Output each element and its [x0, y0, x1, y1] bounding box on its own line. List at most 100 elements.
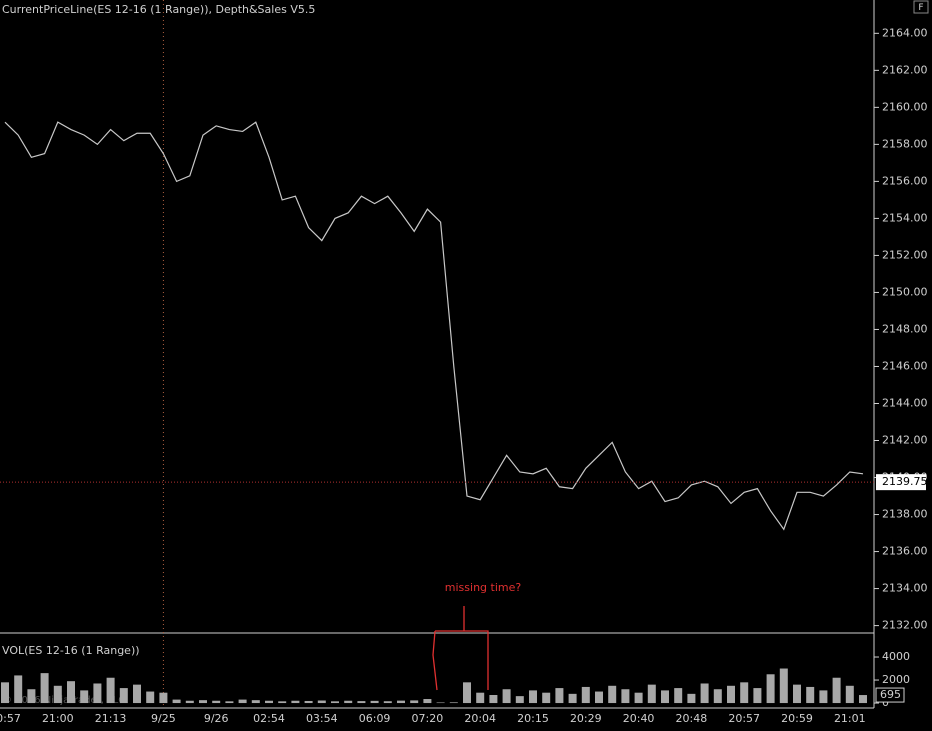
volume-bar [806, 686, 815, 704]
volume-bar [859, 695, 867, 704]
volume-bar [581, 686, 590, 704]
y-tick-label: 2158.00 [882, 137, 928, 150]
volume-bar [265, 700, 273, 704]
volume-bar [53, 685, 62, 704]
y-tick-label: 2164.00 [882, 26, 928, 39]
volume-bar [793, 684, 801, 704]
x-tick-label: 20:59 [781, 712, 813, 725]
volume-bar [727, 685, 735, 704]
volume-bar [819, 690, 828, 704]
chart-title: CurrentPriceLine(ES 12-16 (1 Range)), De… [2, 3, 315, 16]
volume-bar [608, 685, 617, 704]
x-tick-label: 03:54 [306, 712, 338, 725]
volume-bar [1, 682, 9, 704]
volume-bar [661, 690, 669, 704]
volume-bar [119, 688, 128, 704]
volume-bar [647, 684, 656, 704]
volume-bar [555, 688, 564, 704]
volume-bar [700, 683, 709, 704]
volume-bar [67, 681, 75, 704]
x-tick-label: 21:13 [95, 712, 127, 725]
volume-bar [291, 700, 300, 704]
volume-bar [133, 684, 141, 704]
x-tick-label: 21:01 [834, 712, 866, 725]
volume-bar [225, 701, 234, 704]
y-tick-label: 2146.00 [882, 359, 928, 372]
volume-bar [383, 701, 392, 704]
y-tick-label: 2154.00 [882, 211, 928, 224]
volume-bar [27, 689, 36, 704]
volume-bar [634, 692, 643, 704]
volume-bar [568, 693, 577, 704]
volume-bar [753, 688, 762, 704]
volume-bar [740, 682, 749, 704]
y-tick-label: 4000 [882, 650, 910, 663]
y-tick-label: 2148.00 [882, 322, 928, 335]
f-button-label[interactable]: F [918, 3, 923, 13]
volume-bar [476, 692, 485, 704]
last-volume-label: 695 [880, 688, 901, 701]
volume-bar [713, 689, 722, 704]
volume-bar [542, 692, 551, 704]
volume-bar [304, 700, 313, 704]
x-tick-label: 9/26 [204, 712, 229, 725]
copyright: © 2016 NinjaTrader, LLC [2, 695, 125, 706]
annotation-bracket [432, 606, 489, 691]
y-tick-label: 2156.00 [882, 174, 928, 187]
x-tick-label: 9/25 [151, 712, 176, 725]
volume-bar [146, 691, 155, 704]
volume-bar [106, 677, 115, 704]
y-tick-label: 2144.00 [882, 396, 928, 409]
y-tick-label: 2134.00 [882, 582, 928, 595]
y-tick-label: 2160.00 [882, 100, 928, 113]
volume-bar [436, 702, 445, 704]
price-line [4, 121, 864, 531]
y-tick-label: 2150.00 [882, 285, 928, 298]
x-tick-label: 02:54 [253, 712, 285, 725]
volume-bar [199, 700, 207, 704]
y-tick-label: 2152.00 [882, 248, 928, 261]
volume-bar [172, 699, 181, 704]
volume-bar [687, 693, 696, 704]
y-tick-label: 2136.00 [882, 545, 928, 558]
volume-title: VOL(ES 12-16 (1 Range)) [2, 644, 140, 657]
x-tick-label: 21:00 [42, 712, 74, 725]
x-tick-label: 07:20 [412, 712, 444, 725]
f-button[interactable] [913, 0, 929, 14]
volume-bar [159, 692, 168, 704]
y-tick-label: 2162.00 [882, 63, 928, 76]
volume-bar [238, 699, 247, 704]
volume-bar [370, 700, 379, 704]
x-tick-label: 20:48 [676, 712, 708, 725]
volume-bar [251, 700, 260, 704]
y-tick-label: 2138.00 [882, 508, 928, 521]
volume-bar [449, 702, 458, 704]
current-price-label: 2139.75 [882, 475, 928, 488]
x-tick-label: 06:09 [359, 712, 391, 725]
volume-bar [331, 701, 339, 704]
volume-bar [529, 690, 537, 704]
volume-bar [463, 682, 471, 704]
x-tick-label: 20:29 [570, 712, 602, 725]
y-tick-label: 2000 [882, 673, 910, 686]
volume-bar [515, 696, 524, 704]
x-tick-label: 20:04 [464, 712, 496, 725]
volume-bar [674, 688, 683, 704]
last-volume-box [875, 687, 905, 703]
volume-bar [423, 699, 432, 704]
volume-bar [845, 685, 854, 704]
volume-bar [410, 700, 419, 704]
x-tick-label: 20:57 [728, 712, 760, 725]
volume-bar [212, 700, 221, 704]
volume-bar [502, 689, 511, 704]
volume-bar [357, 701, 366, 704]
volume-bar [93, 683, 102, 704]
volume-bar [595, 691, 603, 704]
volume-bar [278, 701, 287, 704]
volume-bar [832, 677, 841, 704]
volume-bar [779, 668, 788, 704]
y-tick-label: 2132.00 [882, 619, 928, 632]
